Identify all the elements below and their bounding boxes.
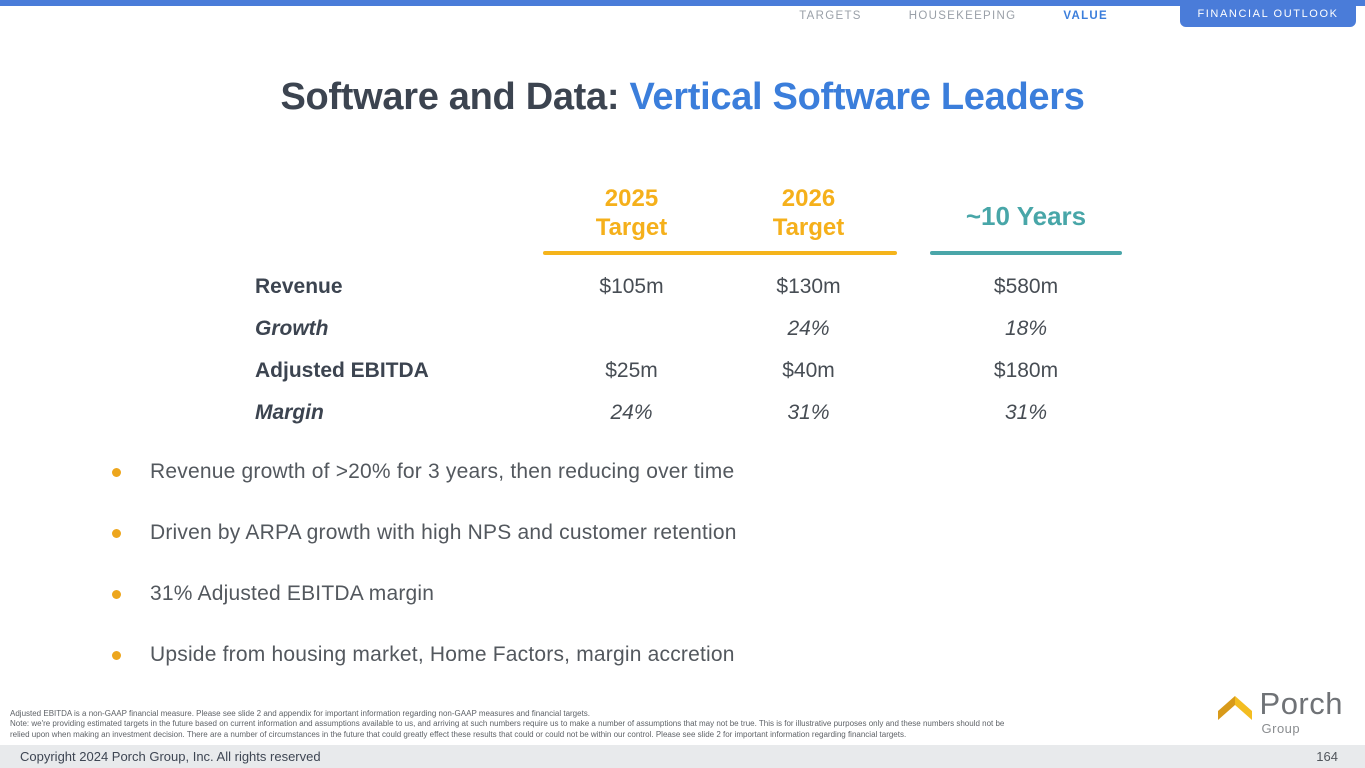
row-label-margin: Margin	[255, 400, 324, 424]
column-header-line: Target	[772, 213, 845, 241]
cell-ebitda-10y: $180m	[993, 358, 1059, 382]
ten-years-underline	[930, 250, 1122, 255]
nav-item-targets[interactable]: TARGETS	[799, 10, 862, 22]
top-accent-bar	[0, 0, 1365, 6]
financial-outlook-button[interactable]: FINANCIAL OUTLOOK	[1180, 1, 1356, 27]
column-header-10-years: ~10 Years	[965, 201, 1087, 232]
cell-ebitda-2025: $25m	[605, 358, 658, 382]
target-columns-underline	[543, 250, 897, 255]
column-header-line: 2026	[781, 185, 836, 212]
cell-margin-2026: 31%	[787, 400, 830, 424]
column-header-2026-target: 2026 Target	[720, 185, 897, 249]
page-title-highlight: Vertical Software Leaders	[629, 76, 1085, 118]
copyright-text: Copyright 2024 Porch Group, Inc. All rig…	[20, 749, 321, 764]
disclaimer-text: Adjusted EBITDA is a non-GAAP financial …	[10, 709, 1235, 740]
row-label-growth: Growth	[255, 316, 329, 340]
porch-group-logo: Porch Group	[1217, 688, 1343, 736]
row-label-adjusted-ebitda: Adjusted EBITDA	[255, 358, 429, 382]
row-label-revenue: Revenue	[255, 274, 343, 298]
logo-text: Porch Group	[1260, 688, 1343, 736]
cell-margin-2025: 24%	[610, 400, 653, 424]
page-title-prefix: Software and Data:	[280, 76, 630, 118]
disclaimer-line: relied upon when making an investment de…	[10, 729, 907, 739]
cell-ebitda-2026: $40m	[782, 358, 835, 382]
key-points-list: Revenue growth of >20% for 3 years, then…	[112, 460, 737, 704]
nav-item-value[interactable]: VALUE	[1063, 10, 1108, 22]
disclaimer-line: Note: we're providing estimated targets …	[10, 719, 1005, 729]
cell-revenue-10y: $580m	[993, 274, 1059, 298]
cell-growth-2025	[543, 308, 720, 350]
cell-revenue-2026: $130m	[776, 274, 841, 298]
footer-bar: Copyright 2024 Porch Group, Inc. All rig…	[0, 745, 1365, 768]
logo-subword: Group	[1261, 721, 1301, 736]
page-title: Software and Data: Vertical Software Lea…	[0, 76, 1365, 119]
nav-item-housekeeping[interactable]: HOUSEKEEPING	[908, 10, 1017, 22]
column-header-2025-target: 2025 Target	[543, 185, 720, 249]
disclaimer-line: Adjusted EBITDA is a non-GAAP financial …	[10, 709, 591, 718]
list-item: Driven by ARPA growth with high NPS and …	[112, 521, 737, 545]
cell-margin-10y: 31%	[1004, 400, 1048, 424]
list-item: 31% Adjusted EBITDA margin	[112, 582, 737, 606]
cell-growth-2026: 24%	[787, 316, 830, 340]
column-header-line: Target	[595, 213, 668, 241]
logo-word: Porch	[1259, 686, 1343, 721]
list-item: Revenue growth of >20% for 3 years, then…	[112, 460, 737, 484]
slide-section-nav: TARGETS HOUSEKEEPING VALUE	[799, 10, 1108, 22]
page-number: 164	[1316, 749, 1338, 764]
cell-growth-10y: 18%	[1004, 316, 1048, 340]
financial-targets-table: 2025 Target 2026 Target ~10 Years Revenu…	[255, 185, 1122, 434]
list-item: Upside from housing market, Home Factors…	[112, 643, 737, 667]
column-header-line: 2025	[604, 185, 659, 212]
cell-revenue-2025: $105m	[599, 274, 664, 298]
porch-chevron-icon	[1217, 696, 1252, 720]
